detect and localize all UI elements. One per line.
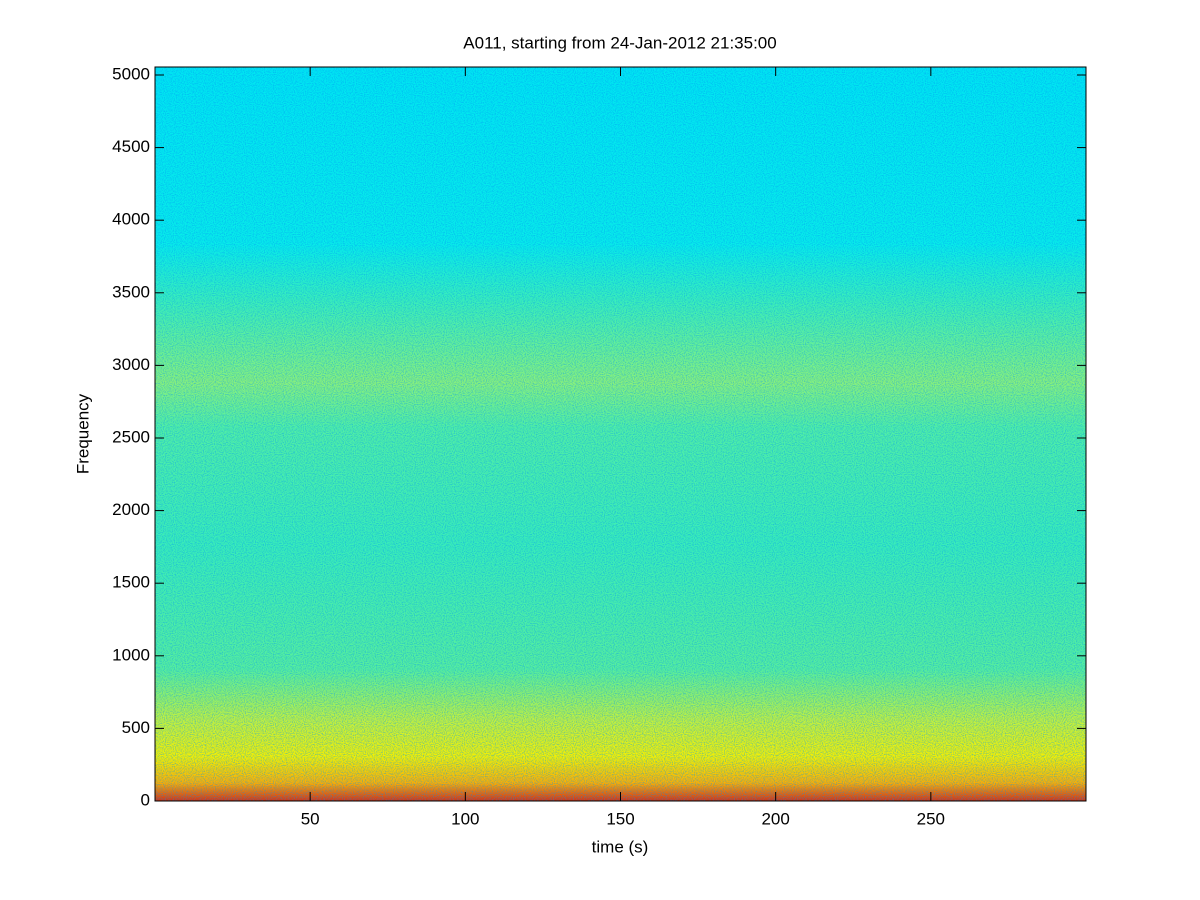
plot-area xyxy=(155,67,1086,801)
y-tick-label: 500 xyxy=(122,718,150,737)
chart-title: A011, starting from 24-Jan-2012 21:35:00 xyxy=(463,33,776,52)
y-tick-label: 3500 xyxy=(112,282,150,301)
spectrogram-noise xyxy=(155,67,1086,801)
y-axis-label: Frequency xyxy=(73,393,92,474)
x-tick-label: 200 xyxy=(761,809,789,828)
y-tick-label: 5000 xyxy=(112,64,150,83)
x-tick-label: 100 xyxy=(451,809,479,828)
x-tick-label: 250 xyxy=(917,809,945,828)
y-tick-label: 0 xyxy=(141,790,150,809)
y-tick-label: 2500 xyxy=(112,427,150,446)
y-tick-label: 1000 xyxy=(112,645,150,664)
y-tick-label: 3000 xyxy=(112,355,150,374)
x-axis-label: time (s) xyxy=(592,837,649,856)
x-tick-label: 50 xyxy=(301,809,320,828)
y-tick-label: 2000 xyxy=(112,500,150,519)
x-tick-label: 150 xyxy=(606,809,634,828)
y-tick-label: 4500 xyxy=(112,137,150,156)
y-tick-label: 4000 xyxy=(112,210,150,229)
y-tick-label: 1500 xyxy=(112,573,150,592)
